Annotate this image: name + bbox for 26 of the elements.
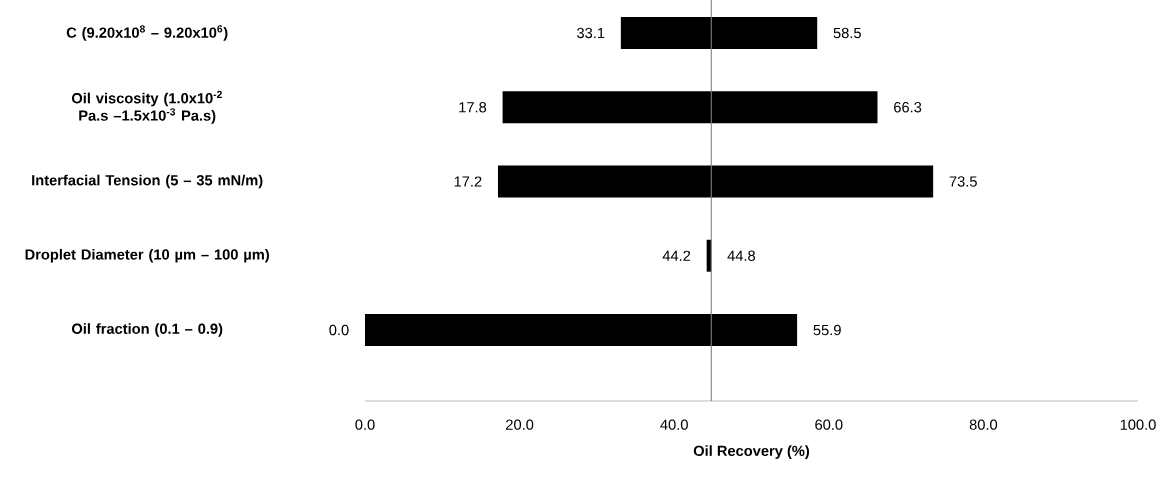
x-tick-label: 80.0 — [969, 419, 998, 430]
category-label: Oil viscosity (1.0x10$^{-2}$ Pa.s –1.5x10$^{-3}$ Pa.s) — [71, 90, 222, 124]
annotation: 44.8 — [727, 250, 756, 261]
annotation: 17.8 — [459, 102, 487, 113]
y-tick-label: Interfacial Tension (5 – 35 mN/m) — [32, 174, 263, 189]
annotation: 17.2 — [454, 176, 482, 187]
bar — [502, 91, 878, 124]
x-axis-title: Oil Recovery (%) — [693, 445, 810, 459]
y-tick-label: Oil fraction (0.1 – 0.9) — [71, 323, 223, 337]
x-tick-label: 0.0 — [355, 419, 375, 430]
bar — [497, 165, 934, 198]
annotation: 66.3 — [894, 102, 922, 113]
x-tick-label: 60.0 — [815, 419, 843, 430]
x-tick-label: 100.0 — [1120, 419, 1156, 430]
annotation: 73.5 — [949, 176, 977, 187]
bar — [365, 314, 798, 346]
x-tick-label: 20.0 — [506, 419, 534, 430]
y-tick-label: Droplet Diameter (10 µm – 100 µm) — [25, 248, 269, 263]
y-tick-label: C (9.20x10$^{8}$ – 9.20x10$^{6}$) — [66, 25, 228, 41]
bar — [620, 17, 818, 49]
annotation: 0.0 — [329, 324, 349, 336]
annotation: 55.9 — [813, 324, 841, 336]
annotation: 58.5 — [833, 27, 861, 39]
annotation: 44.2 — [662, 250, 691, 261]
annotation: 33.1 — [577, 27, 605, 39]
x-tick-label: 40.0 — [660, 419, 688, 430]
